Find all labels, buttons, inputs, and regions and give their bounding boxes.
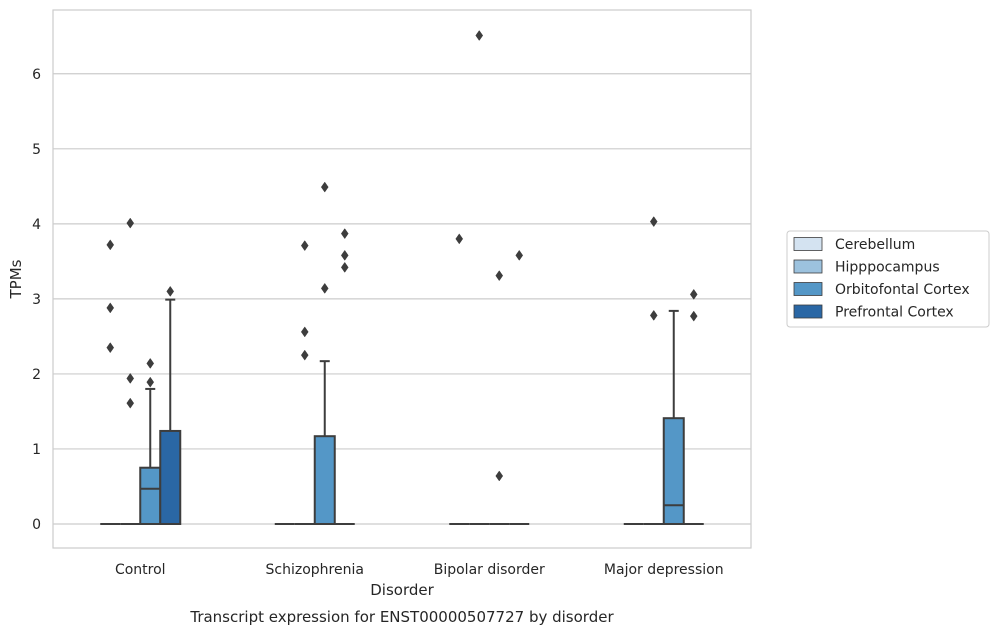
y-axis-ticks: 0 1 2 3 4 5 6 (32, 67, 41, 533)
legend-swatch (793, 282, 823, 296)
outlier-point (300, 349, 309, 361)
grid-lines (53, 73, 751, 525)
outlier-point (320, 181, 329, 193)
outlier-point (126, 372, 135, 384)
box-plot-area (100, 30, 704, 525)
y-axis-label: TPMs (7, 259, 25, 299)
y-tick-label: 5 (32, 142, 41, 158)
x-tick-label: Schizophrenia (266, 562, 364, 578)
box-rect (313, 435, 336, 525)
box-group (509, 249, 530, 525)
box-group (120, 217, 141, 525)
y-tick-label: 4 (32, 217, 41, 233)
box-group (334, 228, 355, 525)
legend-label: Prefrontal Cortex (835, 305, 954, 321)
outlier-point (689, 288, 698, 300)
box-rect (662, 417, 685, 525)
outlier-point (106, 239, 115, 251)
outlier-point (495, 470, 504, 482)
legend-label: Cerebellum (835, 237, 915, 253)
y-tick-label: 6 (32, 67, 41, 83)
box-group (159, 285, 182, 525)
y-tick-label: 2 (32, 367, 41, 383)
outlier-point (340, 228, 349, 240)
outlier-point (340, 249, 349, 261)
outlier-point (689, 310, 698, 322)
box-group (683, 288, 704, 525)
x-tick-label: Major depression (604, 562, 724, 578)
box-group (313, 181, 336, 525)
x-axis-ticks: Control Schizophrenia Bipolar disorder Majo… (115, 562, 724, 578)
y-tick-label: 3 (32, 292, 41, 308)
box-group (489, 270, 510, 525)
x-tick-label: Control (115, 562, 166, 578)
chart-caption: Transcript expression for ENST0000050772… (189, 608, 614, 626)
outlier-point (455, 233, 464, 245)
outlier-point (495, 270, 504, 282)
legend-frame (786, 230, 990, 328)
outlier-point (126, 397, 135, 409)
outlier-point (146, 376, 155, 388)
box-group (449, 233, 470, 525)
outlier-point (515, 249, 524, 261)
outlier-point (340, 261, 349, 273)
outlier-point (106, 302, 115, 314)
y-tick-label: 0 (32, 517, 41, 533)
outlier-point (126, 217, 135, 229)
outlier-point (649, 216, 658, 228)
box-group (662, 309, 685, 525)
plot-frame (52, 9, 752, 549)
legend-swatch (793, 304, 823, 319)
box-group (100, 239, 121, 525)
legend-label: Hipppocampus (835, 260, 940, 276)
outlier-point (320, 282, 329, 294)
outlier-point (106, 342, 115, 354)
legend-swatch (793, 259, 823, 274)
x-tick-label: Bipolar disorder (434, 562, 545, 578)
y-tick-label: 1 (32, 442, 41, 458)
box-rect (139, 466, 162, 525)
outlier-point (300, 240, 309, 252)
outlier-point (649, 309, 658, 321)
legend: Cerebellum Hipppocampus Orbitofontal Corte… (786, 230, 990, 328)
legend-swatch (793, 237, 823, 251)
x-axis-label: Disorder (370, 581, 434, 599)
outlier-point (475, 30, 484, 41)
box-group (139, 357, 162, 525)
box-group (294, 240, 315, 525)
box-group (643, 216, 664, 525)
outlier-point (146, 357, 155, 369)
box-rect (159, 429, 182, 525)
legend-label: Orbitofontal Cortex (835, 282, 970, 298)
box-group (469, 30, 490, 525)
outlier-point (166, 285, 175, 297)
outlier-point (300, 326, 309, 338)
